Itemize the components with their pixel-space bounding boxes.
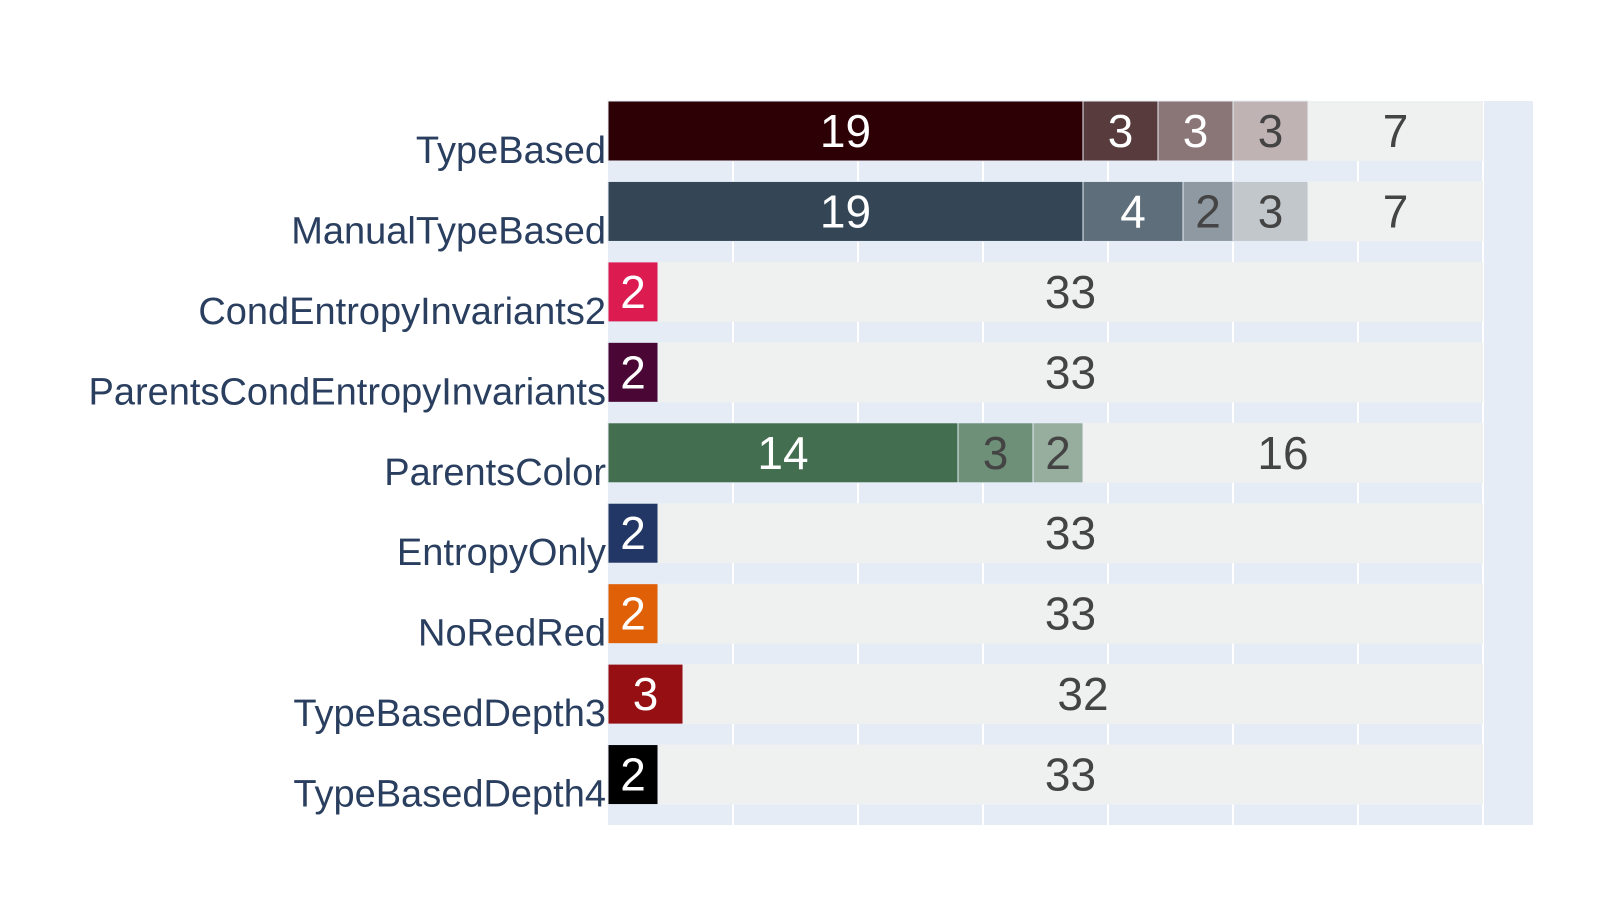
y-tick-label: EntropyOnly — [397, 532, 606, 574]
bar-value-label: 7 — [1383, 185, 1409, 237]
y-tick-label: ParentsCondEntropyInvariants — [88, 371, 606, 413]
y-axis-labels: TypeBased ManualTypeBased CondEntropyInvar… — [88, 130, 606, 816]
bar-value-label: 2 — [620, 588, 646, 640]
bar-row-TypeBased: 19 3 3 3 7 — [607, 100, 1483, 162]
bar-value-label: 2 — [620, 266, 646, 318]
bar-segment — [607, 261, 659, 323]
bar-segment — [607, 180, 1084, 242]
y-tick-label: TypeBasedDepth3 — [293, 693, 606, 735]
bar-row-TypeBasedDepth4: 2 33 — [607, 744, 1483, 806]
bar-segment — [607, 663, 684, 725]
y-tick-label: NoRedRed — [418, 613, 606, 655]
bar-segment — [658, 583, 1483, 644]
bar-row-TypeBasedDepth3: 3 32 — [607, 663, 1483, 725]
bar-value-label: 16 — [1257, 427, 1308, 479]
bar-value-label: 2 — [620, 749, 646, 801]
bar-value-label: 33 — [1045, 749, 1096, 801]
bar-segment — [1308, 181, 1483, 242]
bar-row-NoRedRed: 2 33 — [607, 583, 1483, 645]
bar-row-CondEntropyInvariants2: 2 33 — [607, 261, 1483, 323]
bar-segment — [683, 664, 1483, 725]
bar-segment — [1032, 422, 1084, 484]
bar-row-EntropyOnly: 2 33 — [607, 502, 1483, 564]
bar-value-label: 19 — [820, 185, 871, 237]
bar-segment — [658, 342, 1483, 403]
bar-segment — [1182, 180, 1234, 242]
bar-value-label: 33 — [1045, 266, 1096, 318]
bar-value-label: 3 — [633, 668, 659, 720]
y-tick-label: TypeBased — [416, 130, 606, 172]
bar-segment — [1082, 180, 1184, 242]
bar-segment — [1083, 422, 1483, 483]
bar-segment — [1232, 100, 1309, 162]
y-tick-label: TypeBasedDepth4 — [293, 774, 606, 816]
bar-segment — [607, 422, 959, 484]
bar-value-label: 3 — [1258, 105, 1284, 157]
bar-segment — [658, 744, 1483, 805]
bar-value-label: 4 — [1120, 185, 1146, 237]
bar-value-label: 33 — [1045, 346, 1096, 398]
bar-segment — [607, 583, 659, 645]
bar-segment — [607, 744, 659, 806]
bar-value-label: 19 — [820, 105, 871, 157]
bar-row-ManualTypeBased: 19 4 2 3 7 — [607, 180, 1483, 242]
bar-value-label: 33 — [1045, 588, 1096, 640]
bar-value-label: 2 — [1195, 185, 1221, 237]
bar-segment — [957, 422, 1034, 484]
y-tick-label: ParentsColor — [384, 452, 606, 494]
bar-segment — [1157, 100, 1234, 162]
bar-value-label: 2 — [620, 346, 646, 398]
bar-value-label: 3 — [983, 427, 1009, 479]
bar-value-label: 7 — [1383, 105, 1409, 157]
bar-row-ParentsCondEntropyInvariants: 2 33 — [607, 341, 1483, 403]
y-tick-label: ManualTypeBased — [291, 210, 606, 252]
bar-segment — [1308, 101, 1483, 161]
bar-segment — [658, 503, 1483, 564]
bar-row-ParentsColor: 14 3 2 16 — [607, 422, 1483, 484]
bar-segment — [607, 341, 659, 403]
bar-value-label: 14 — [757, 427, 808, 479]
bar-segment — [607, 502, 659, 564]
bar-value-label: 32 — [1057, 668, 1108, 720]
y-tick-label: CondEntropyInvariants2 — [198, 291, 606, 333]
bar-segment — [1082, 100, 1159, 162]
bar-segment — [658, 261, 1483, 322]
bar-value-label: 33 — [1045, 507, 1096, 559]
bar-value-label: 2 — [620, 507, 646, 559]
bar-value-label: 3 — [1108, 105, 1134, 157]
bar-value-label: 3 — [1183, 105, 1209, 157]
bar-value-label: 2 — [1045, 427, 1071, 479]
bar-value-label: 3 — [1258, 185, 1284, 237]
